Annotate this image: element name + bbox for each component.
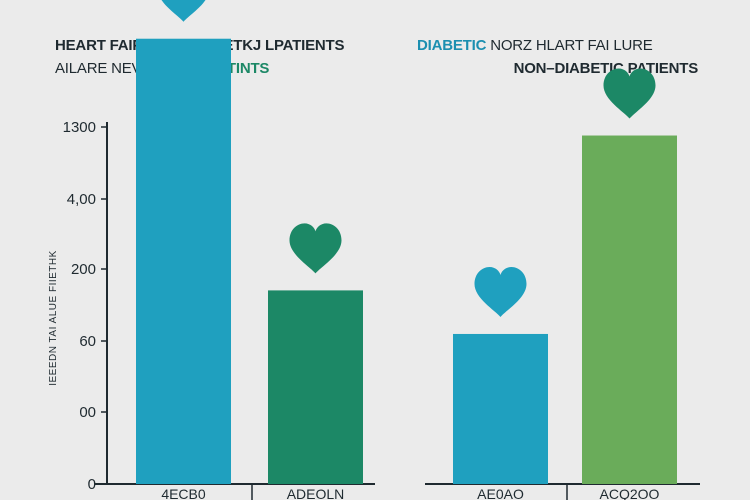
- y-tick-label: 00: [79, 404, 96, 421]
- title-right-line1: DIABETIC NORZ HLART FAI LURE: [417, 37, 653, 54]
- title-right-line2: NON–DIABETIC PATIENTS: [513, 60, 699, 77]
- y-tick-label-zero: 0: [88, 476, 96, 493]
- bar: [453, 333, 548, 484]
- x-tick-label: ADEOLN: [287, 486, 345, 500]
- y-tick-label: 1300: [63, 119, 96, 136]
- y-axis-label: IEEEDN TAI ALUE FIIETHK: [48, 250, 59, 386]
- title-right-line1-a: DIABETIC: [417, 37, 491, 54]
- x-tick-label: ACQ2OO: [600, 486, 660, 500]
- bar: [582, 135, 677, 484]
- bar: [136, 38, 231, 484]
- y-tick-label: 4,00: [67, 191, 96, 208]
- bar: [268, 290, 363, 484]
- heart-icon: [161, 0, 206, 22]
- title-right-line1-b: NORZ HLART FAI LURE: [490, 37, 653, 54]
- y-tick-label: 60: [79, 333, 96, 350]
- heart-icon: [603, 68, 656, 119]
- heart-icon: [474, 266, 527, 317]
- x-tick-label: AE0AO: [477, 486, 524, 500]
- y-tick-label: 200: [71, 261, 96, 278]
- heart-icon: [289, 223, 342, 274]
- x-tick-label: 4ECB0: [161, 486, 206, 500]
